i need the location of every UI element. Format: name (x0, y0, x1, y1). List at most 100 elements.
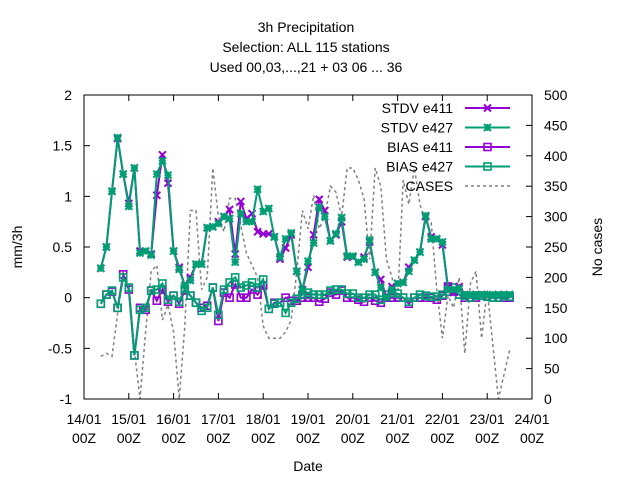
data-point-stdv-e427 (309, 238, 318, 248)
data-point-bias-e427 (309, 290, 318, 299)
data-point-stdv-e427 (253, 185, 262, 194)
data-point-stdv-e427 (326, 236, 335, 246)
data-point-stdv-e427 (275, 252, 285, 262)
data-point-stdv-e427 (141, 246, 150, 256)
x-tick-label: 22/01 (425, 411, 460, 427)
data-point-bias-e427 (354, 293, 363, 302)
data-point-bias-e427 (365, 290, 374, 299)
data-point-stdv-e411 (236, 197, 246, 206)
data-point-bias-e427 (219, 285, 229, 294)
legend-marker-stdv-e411 (483, 103, 492, 113)
data-point-stdv-e427 (320, 212, 330, 221)
data-point-bias-e427 (107, 286, 117, 295)
data-point-stdv-e427 (454, 284, 464, 293)
data-point-bias-e427 (141, 303, 150, 313)
data-point-bias-e427 (421, 291, 430, 300)
y-tick-label: -1 (60, 391, 73, 407)
data-point-stdv-e427 (146, 250, 156, 260)
x-tick-sublabel: 00Z (117, 430, 142, 446)
data-point-bias-e411 (214, 316, 223, 326)
data-point-stdv-e427 (348, 251, 358, 261)
data-point-stdv-e427 (298, 286, 307, 295)
data-point-stdv-e427 (415, 247, 425, 257)
data-point-bias-e427 (230, 273, 240, 282)
data-point-stdv-e427 (365, 235, 374, 245)
data-point-bias-e427 (426, 292, 436, 301)
data-point-bias-e411 (225, 293, 234, 302)
data-point-stdv-e427 (314, 203, 324, 212)
x-tick-sublabel: 00Z (341, 430, 366, 446)
x-tick-sublabel: 00Z (430, 430, 455, 446)
data-point-bias-e427 (158, 279, 167, 288)
y2-tick-label: 50 (544, 361, 560, 377)
x-tick-sublabel: 00Z (386, 430, 411, 446)
legend-marker-bias-e411 (483, 142, 492, 152)
data-point-bias-e427 (214, 310, 223, 320)
data-point-stdv-e427 (197, 260, 206, 269)
x-tick-label: 24/01 (514, 411, 549, 427)
data-point-bias-e427 (152, 285, 162, 294)
y-tick-label: 0 (64, 290, 72, 306)
data-point-bias-e411 (242, 293, 251, 302)
y2-tick-label: 150 (544, 300, 568, 316)
data-point-stdv-e427 (230, 257, 240, 267)
data-point-stdv-e427 (247, 217, 257, 226)
data-point-stdv-e427 (505, 290, 514, 299)
data-point-bias-e427 (331, 285, 341, 294)
x-tick-sublabel: 00Z (162, 430, 187, 446)
data-point-bias-e427 (314, 290, 324, 299)
data-point-stdv-e427 (404, 267, 414, 276)
data-point-bias-e427 (415, 290, 425, 299)
x-tick-label: 14/01 (66, 411, 101, 427)
x-tick-sublabel: 00Z (520, 430, 545, 446)
y2-tick-label: 500 (544, 87, 568, 103)
y2-tick-label: 300 (544, 209, 568, 225)
x-tick-label: 21/01 (380, 411, 415, 427)
data-point-bias-e427 (253, 283, 262, 292)
data-point-bias-e427 (432, 292, 442, 301)
data-point-bias-e427 (118, 273, 128, 282)
y-tick-label: 1.5 (53, 138, 73, 154)
x-tick-sublabel: 00Z (251, 430, 276, 446)
data-point-stdv-e427 (113, 133, 122, 142)
data-point-bias-e411 (370, 296, 380, 306)
x-tick-sublabel: 00Z (296, 430, 321, 446)
x-tick-label: 19/01 (290, 411, 325, 427)
data-point-stdv-e427 (337, 213, 346, 222)
data-point-stdv-e427 (387, 285, 397, 294)
data-point-stdv-e427 (124, 202, 134, 211)
data-point-bias-e427 (174, 297, 184, 307)
axes: -1 -0.5 0 0.5 1 1.5 2 0 50 100 150 200 250 300 350 400 4… (48, 87, 568, 446)
data-point-bias-e427 (258, 275, 268, 284)
data-point-bias-e427 (146, 286, 156, 295)
x-tick-sublabel: 00Z (206, 430, 231, 446)
data-point-bias-e427 (96, 299, 106, 309)
data-point-stdv-e427 (118, 169, 128, 179)
data-point-stdv-e427 (236, 209, 246, 218)
data-point-stdv-e427 (410, 255, 419, 265)
data-point-bias-e427 (130, 351, 139, 360)
data-point-stdv-e427 (214, 219, 223, 228)
legend-marker-bias-e427 (483, 162, 492, 171)
data-point-stdv-e427 (331, 229, 341, 239)
y-tick-label: 1 (64, 188, 72, 204)
data-point-bias-e427 (135, 305, 145, 315)
data-point-stdv-e427 (264, 204, 274, 213)
legend-label-stdv-e427: STDV e427 (381, 120, 454, 136)
data-point-bias-e427 (264, 304, 274, 314)
data-point-stdv-e427 (359, 254, 369, 264)
data-point-stdv-e427 (438, 237, 447, 247)
data-point-bias-e427 (275, 298, 285, 308)
data-point-stdv-e411 (253, 227, 262, 237)
x-tick-sublabel: 00Z (475, 430, 500, 446)
data-point-stdv-e427 (370, 268, 380, 277)
data-point-stdv-e427 (186, 276, 195, 285)
data-point-bias-e411 (236, 293, 246, 302)
y2-tick-label: 450 (544, 117, 568, 133)
y2-tick-label: 400 (544, 148, 568, 164)
legend-label-bias-e411: BIAS e411 (387, 139, 453, 155)
data-point-stdv-e427 (286, 228, 296, 238)
data-point-stdv-e427 (152, 169, 162, 179)
chart-title: 3h Precipitation Selection: ALL 115 stati… (210, 19, 403, 75)
data-point-bias-e427 (186, 291, 195, 300)
